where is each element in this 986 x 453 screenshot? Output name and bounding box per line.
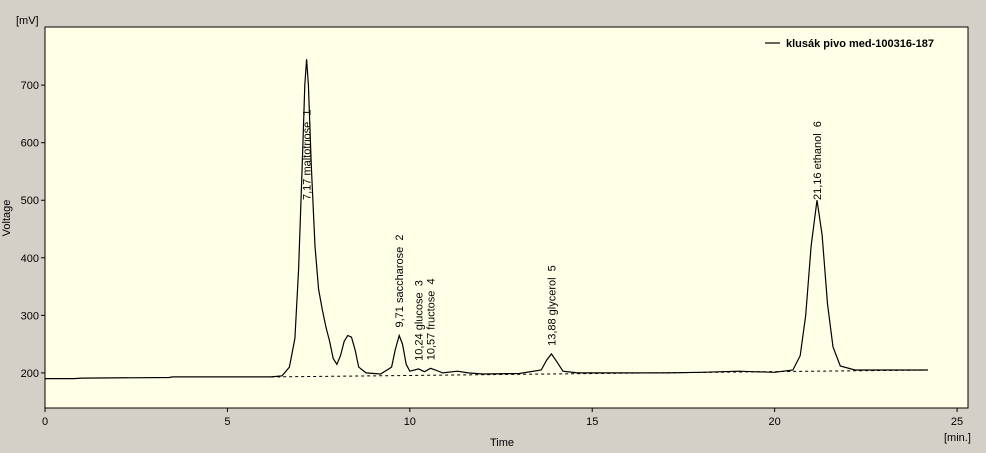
x-tick-label: 20 [769, 416, 781, 428]
x-axis-label: Time [490, 437, 514, 449]
y-tick-label: 700 [21, 80, 39, 92]
y-unit: [mV] [16, 15, 39, 27]
legend-label: klusák pivo med-100316-187 [786, 38, 934, 50]
y-tick-label: 600 [21, 138, 39, 150]
y-tick-label: 300 [21, 310, 39, 322]
y-tick-label: 400 [21, 253, 39, 265]
baseline [271, 369, 928, 378]
x-tick-label: 25 [951, 416, 963, 428]
x-unit: [min.] [944, 432, 971, 444]
peak-label: 13,88 glycerol 5 [546, 265, 558, 346]
peak-label: 21,16 ethanol 6 [812, 121, 824, 200]
plot-area [44, 26, 969, 409]
x-tick-label: 15 [586, 416, 598, 428]
peak-label: 10,24 glucose 3 [414, 280, 426, 361]
x-tick-label: 10 [404, 416, 416, 428]
x-tick-label: 5 [224, 416, 230, 428]
peak-label: 7,17 maltotriose 1 [302, 110, 314, 201]
trace [45, 59, 928, 380]
peak-label: 9,71 saccharose 2 [394, 235, 406, 328]
y-tick-label: 200 [21, 368, 39, 380]
x-tick-label: 0 [42, 416, 48, 428]
peak-label: 10,57 fructose 4 [426, 278, 438, 360]
y-tick-label: 500 [21, 195, 39, 207]
y-axis-label: Voltage [1, 200, 13, 237]
